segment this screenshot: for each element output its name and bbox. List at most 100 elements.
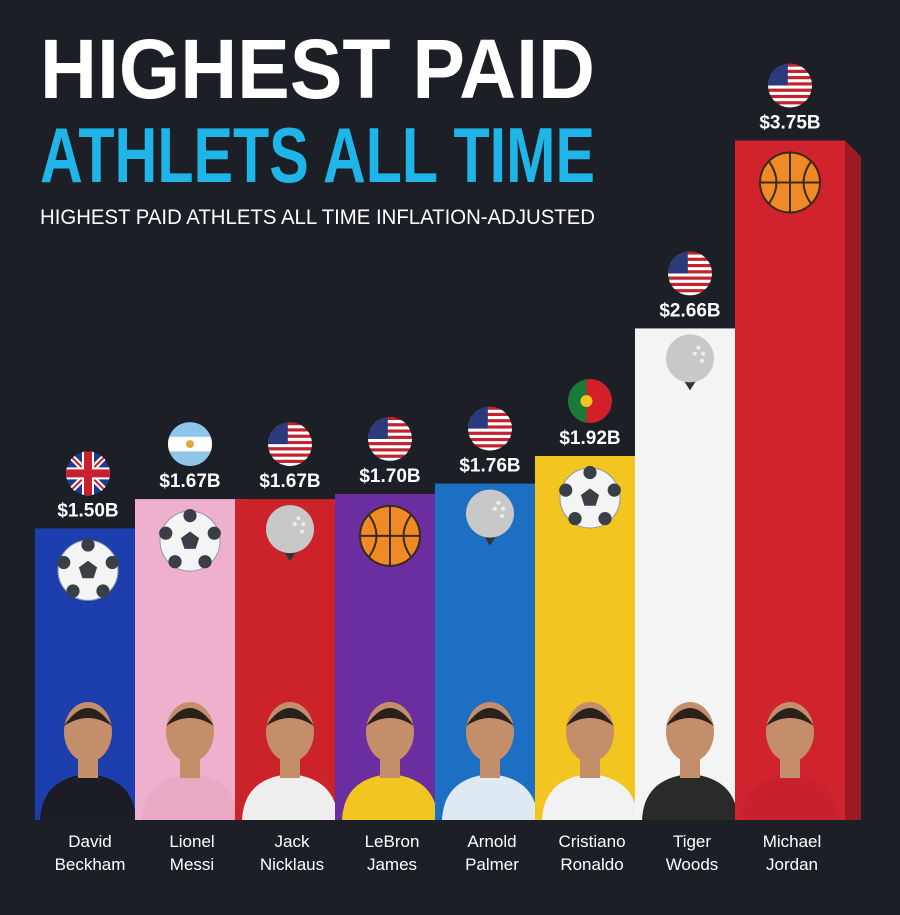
golf-dimple [700,358,704,363]
soccer-ball-patch [66,584,80,598]
flag-stripe [268,425,312,429]
bar-michael-jordan: $3.75B Michael Jordan [735,63,861,874]
flag-stripe [768,63,812,67]
athlete-name: Nicklaus [260,855,324,874]
athlete-neck [380,758,400,778]
golf-ball-icon [666,334,714,383]
argentina-flag-icon [168,422,212,467]
flag-stripe [668,257,712,261]
flag-stripe [468,412,512,417]
athlete-name: Palmer [465,855,519,874]
athlete-torso [742,774,838,820]
flag-stripe [468,441,512,445]
flag-stripe [368,426,412,430]
golf-ball-icon [266,505,314,554]
flag-stripe [268,431,312,435]
athlete-photo [40,702,136,820]
portugal-flag-icon [568,378,612,423]
flag-stripe [668,279,712,283]
athlete-torso [242,774,338,820]
basketball-line [802,160,812,205]
golf-tee [483,534,497,546]
flag-stripe [468,447,512,451]
soccer-ball-patch [81,538,95,552]
flag-stripe [468,431,512,435]
athlete-neck [580,758,600,778]
flag-stripe [768,82,812,86]
soccer-ball-patch [96,584,110,598]
athlete-photo [742,702,838,820]
flag-emblem [580,394,593,407]
flag-stripe [268,459,312,463]
value-label: $3.75B [759,113,820,134]
flag-stripe [268,437,312,441]
flag-stripe [468,416,512,420]
value-label: $1.67B [259,471,320,492]
athlete-hair [266,708,314,726]
flag-stripe [468,428,512,432]
flag-stripe [268,434,312,438]
value-label: $1.70B [359,466,420,487]
flag-stripe [368,420,412,424]
athlete-neck [280,758,300,778]
athlete-name: Messi [170,855,214,874]
value-label: $1.76B [459,456,520,477]
athlete-hair [766,708,814,726]
golf-dimple [496,500,501,505]
athlete-photo [442,702,538,820]
soccer-ball-patch [207,526,221,540]
flag-stripe [368,454,412,458]
soccer-ball-patch [559,483,573,497]
flag-stripe [768,94,812,99]
soccer-ball-patch [568,512,582,526]
golf-tee [283,550,297,562]
flag-stripe [668,267,712,271]
flag-stripe [768,66,812,70]
athlete-hair [666,708,714,726]
flag-stripe [268,456,312,460]
flag-stripe [368,448,412,452]
athlete-name: Tiger [673,832,711,851]
flag-stripe [768,85,812,89]
golf-dimple [301,522,306,527]
golf-dimple [500,513,504,518]
flag-stripe [368,445,412,449]
flag-stripe [668,282,712,286]
athlete-neck [780,758,800,778]
golf-dimple [692,351,697,356]
flag-canton [768,63,788,86]
athlete-name: Cristiano [558,832,625,851]
flag-stripe [768,76,812,80]
golf-tee [683,379,697,391]
soccer-ball-patch [57,555,71,570]
athlete-photo [242,702,338,820]
flag-stripe [668,292,712,296]
bar-cristiano-ronaldo: $1.92B Cristiano Ronaldo [535,378,661,874]
flag-stripe [468,409,512,413]
flag-stripe [668,270,712,274]
athlete-photo [642,702,738,820]
flag-canton [468,406,488,429]
flag-stripe [668,260,712,264]
athlete-name: Michael [763,832,822,851]
golf-dimple [501,506,506,511]
athlete-torso [342,774,438,820]
athlete-name: LeBron [365,832,420,851]
soccer-ball-pentagon [78,560,98,579]
soccer-ball-patch [183,508,197,523]
golf-dimple [296,516,301,521]
athlete-neck [680,758,700,778]
athlete-torso [642,774,738,820]
flag-stripe [768,104,812,108]
athlete-name: Arnold [467,832,516,851]
flag-stripe [468,419,512,423]
flag-stripe [368,442,412,446]
flag-stripe [668,254,712,258]
golf-dimple [292,522,297,527]
golf-dimple [300,529,304,534]
flag-canton [368,416,388,439]
flag-stripe [268,447,312,451]
flag-stripe [668,285,712,290]
usa-flag-icon [368,416,412,461]
